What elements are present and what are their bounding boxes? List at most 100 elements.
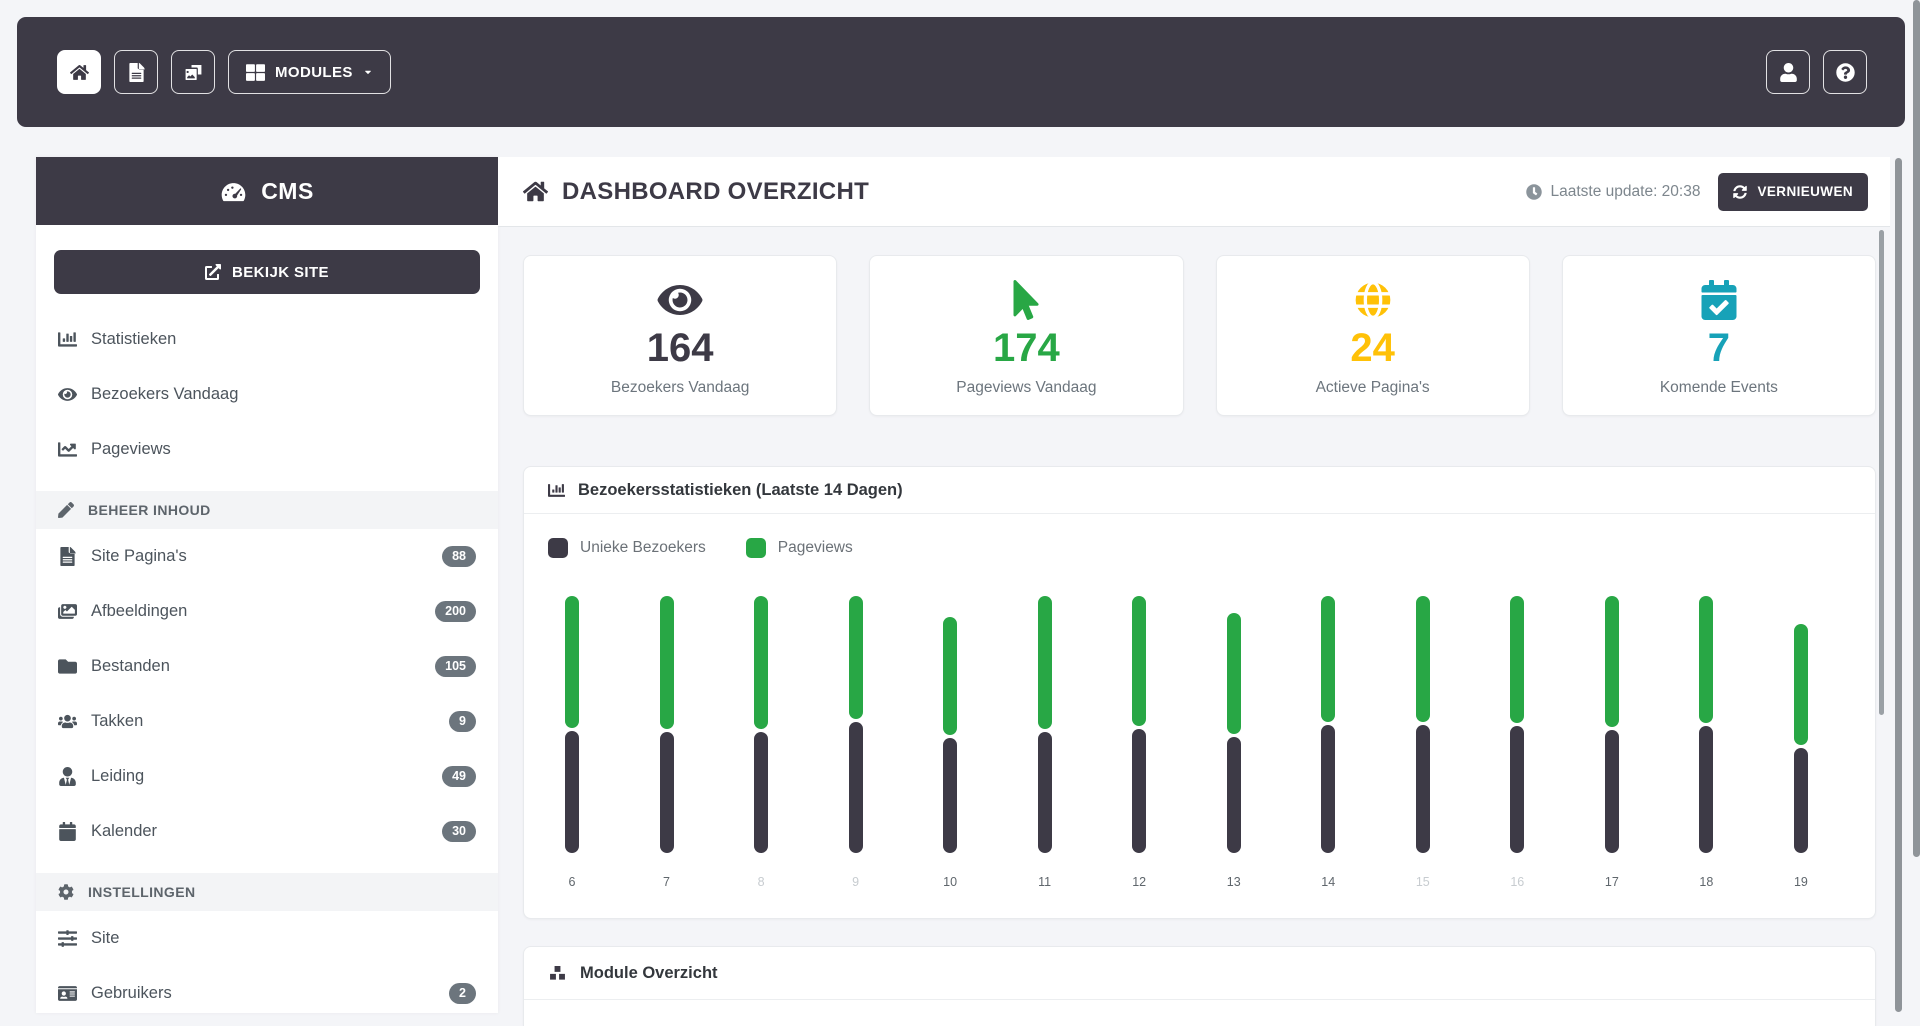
sidebar-item-leiding[interactable]: Leiding 49 [36,749,498,804]
sidebar-item-statistieken[interactable]: Statistieken [36,312,498,367]
inner-scrollbar-thumb[interactable] [1879,230,1884,715]
stat-value: 7 [1707,326,1730,370]
sidebar-item-site[interactable]: Site [36,911,498,966]
pageviews-bar-segment [1226,613,1241,734]
legend-item-unieke-bezoekers[interactable]: Unieke Bezoekers [548,538,706,558]
sidebar-item-label: Site Pagina's [91,547,187,565]
sidebar-item-label: Bestanden [91,657,170,675]
bar-day-17: 17 [1604,594,1619,890]
sidebar-item-site-pagina-s[interactable]: Site Pagina's 88 [36,529,498,584]
sidebar-item-label: Gebruikers [91,984,172,1002]
pageviews-bar-segment [943,617,958,735]
sidebar-item-label: Afbeeldingen [91,602,188,620]
legend-label: Unieke Bezoekers [580,539,706,556]
stats-row: 164 Bezoekers Vandaag 174 Pageviews Vandaag… [523,255,1876,416]
x-axis-label: 16 [1510,875,1525,889]
page-title-label: DASHBOARD OVERZICHT [562,177,870,205]
mouse-pointer-icon [1003,280,1049,320]
stat-card-komende-events: 7 Komende Events [1561,255,1876,416]
view-site-label: BEKIJK SITE [232,263,329,281]
nav-media-button[interactable] [171,50,215,94]
user-menu-button[interactable] [1766,50,1810,94]
help-button[interactable] [1823,50,1867,94]
nav-home-button[interactable] [57,50,101,94]
sidebar-menu: Statistieken Bezoekers Vandaag Pageviews BE… [36,312,498,1021]
folder-icon [58,657,77,676]
content-scrollbar-thumb[interactable] [1895,158,1902,1012]
module-overview-card: Module Overzicht [523,946,1876,1026]
unique-visitors-bar-segment [1132,729,1147,853]
refresh-button[interactable]: VERNIEUWEN [1718,172,1868,211]
unique-visitors-bar-segment [754,732,769,853]
header-right: Laatste update: 20:38 VERNIEUWEN [1526,172,1868,211]
cubes-icon [548,964,567,983]
caret-down-icon [363,67,373,77]
last-update-label: Laatste update: 20:38 [1550,182,1701,200]
bar-day-7: 7 [659,594,674,890]
unique-visitors-bar-segment [1226,737,1241,853]
view-site-wrap: BEKIJK SITE [36,225,498,306]
pageviews-bar-segment [1037,596,1052,729]
stat-icon-wrap [1563,277,1875,323]
bar-day-12: 12 [1132,594,1147,890]
sidebar-item-label: Kalender [91,822,158,840]
legend-swatch [548,538,568,558]
bar-day-8: 8 [754,594,769,890]
unique-visitors-bar-segment [943,738,958,853]
bar-day-19: 19 [1793,594,1808,890]
chart-line-icon [58,440,77,459]
count-badge: 9 [449,711,476,732]
question-icon [1836,63,1855,82]
x-axis-label: 9 [852,875,860,889]
stat-icon-wrap [524,277,836,323]
sidebar-item-pageviews[interactable]: Pageviews [36,422,498,477]
pageviews-bar-segment [848,596,863,719]
sidebar-item-bestanden[interactable]: Bestanden 105 [36,639,498,694]
main-area: DASHBOARD OVERZICHT Laatste update: 20:3… [498,157,1890,1026]
bar-day-10: 10 [943,594,958,890]
unique-visitors-bar-segment [1510,726,1525,853]
home-icon [523,179,548,204]
legend-swatch [745,538,766,558]
chart-bar-icon [58,330,77,349]
sidebar-item-label: Site [91,929,120,947]
stat-icon-wrap [1217,277,1529,323]
bar-day-6: 6 [565,594,579,890]
sidebar-item-label: Pageviews [91,440,171,458]
x-axis-label: 18 [1699,875,1714,889]
main-content: 164 Bezoekers Vandaag 174 Pageviews Vandaag… [498,227,1890,1026]
modules-dropdown-button[interactable]: MODULES [228,50,391,94]
x-axis-label: 17 [1604,875,1619,889]
sidebar-brand: CMS [36,157,498,225]
sidebar-item-afbeeldingen[interactable]: Afbeeldingen 200 [36,584,498,639]
stat-icon-wrap [870,277,1182,323]
sidebar-item-kalender[interactable]: Kalender 30 [36,804,498,859]
pageviews-bar-segment [1510,596,1525,723]
sidebar-item-gebruikers[interactable]: Gebruikers 2 [36,966,498,1021]
window-scrollbar-thumb[interactable] [1913,0,1920,857]
sidebar-item-bezoekers-vandaag[interactable]: Bezoekers Vandaag [36,367,498,422]
bar-day-11: 11 [1037,594,1052,890]
count-badge: 30 [442,821,476,842]
unique-visitors-bar-segment [1604,730,1619,853]
navbar-right-group [1766,50,1867,94]
pageviews-bar-segment [565,596,579,728]
sidebar-item-takken[interactable]: Takken 9 [36,694,498,749]
nav-pages-button[interactable] [114,50,158,94]
visitor-stats-card: Bezoekersstatistieken (Laatste 14 Dagen)… [523,466,1876,919]
legend-item-pageviews[interactable]: Pageviews [745,538,853,558]
unique-visitors-bar-segment [565,731,579,853]
modules-label: MODULES [275,63,353,81]
x-axis-label: 6 [568,875,576,889]
sync-icon [1733,185,1747,199]
user-tie-icon [58,767,77,786]
bar-day-13: 13 [1226,594,1241,890]
bar-day-16: 16 [1510,594,1525,890]
view-site-button[interactable]: BEKIJK SITE [54,250,480,294]
unique-visitors-bar-segment [848,722,863,853]
pageviews-bar-segment [659,596,674,729]
sidebar-item-label: Statistieken [91,330,177,348]
stat-value: 174 [993,326,1060,370]
page-title: DASHBOARD OVERZICHT [523,178,869,206]
main-header: DASHBOARD OVERZICHT Laatste update: 20:3… [498,157,1890,227]
